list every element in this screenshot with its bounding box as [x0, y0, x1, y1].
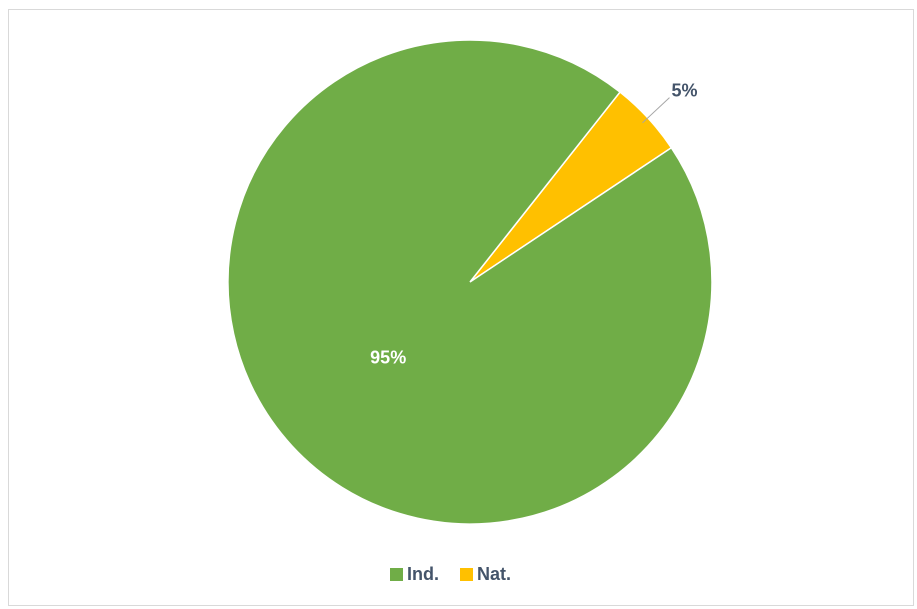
data-label-ind: 95% [370, 347, 406, 367]
pie-slices [227, 39, 713, 525]
legend: Ind. Nat. [390, 564, 511, 584]
legend-label-nat: Nat. [477, 564, 511, 584]
legend-label-ind: Ind. [407, 564, 439, 584]
leader-lines [642, 97, 670, 124]
legend-swatch-nat [460, 568, 473, 581]
legend-swatch-ind [390, 568, 403, 581]
data-label-nat: 5% [671, 81, 697, 101]
pie-slice-ind [227, 39, 713, 525]
data-labels: 5% 95% [370, 81, 697, 368]
leader-line [642, 97, 670, 124]
